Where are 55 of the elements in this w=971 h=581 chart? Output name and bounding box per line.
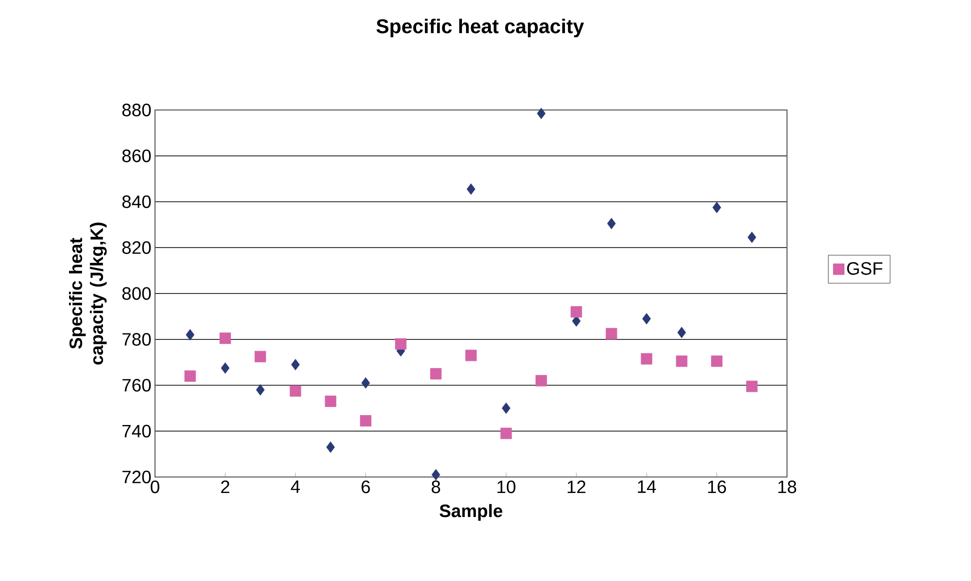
y-tick-label: 880 <box>122 104 151 116</box>
y-tick-label: 800 <box>122 287 151 300</box>
point <box>712 202 722 214</box>
point <box>536 374 547 386</box>
x-tick-label: 8 <box>432 480 440 494</box>
point <box>640 353 652 365</box>
point <box>607 218 616 230</box>
point <box>220 332 231 344</box>
point <box>536 108 546 120</box>
x-tick-label: 16 <box>708 480 726 494</box>
point <box>430 368 442 380</box>
x-tick-label: 2 <box>221 480 230 494</box>
x-tick-label: 0 <box>150 480 160 494</box>
x-tick-label: 10 <box>498 480 516 494</box>
point <box>606 328 618 340</box>
y-tick-label: 740 <box>122 424 151 438</box>
point <box>254 350 266 362</box>
y-tick-label: 720 <box>122 470 151 484</box>
point <box>465 350 477 362</box>
x-tick-label: 14 <box>638 480 656 493</box>
y-tick-label: 820 <box>122 241 151 254</box>
point <box>326 442 335 453</box>
point <box>361 377 370 389</box>
point <box>186 329 194 340</box>
point <box>500 428 512 440</box>
point <box>290 385 302 397</box>
point <box>360 415 372 426</box>
chart-title: Specific heat capacity <box>376 18 584 38</box>
point <box>220 362 230 374</box>
point <box>291 358 300 370</box>
y-axis-title: Specific heat capacity (J/kg,K) <box>69 222 107 365</box>
point <box>676 355 688 367</box>
legend-label: GSF <box>847 262 882 275</box>
point <box>711 355 722 367</box>
point <box>184 370 196 382</box>
point <box>256 384 265 396</box>
x-tick-label: 6 <box>362 480 370 494</box>
y-tick-label: 780 <box>122 333 151 346</box>
point <box>324 396 336 407</box>
point <box>748 232 756 243</box>
y-tick-label: 840 <box>122 195 151 208</box>
x-axis-title: Sample <box>440 504 502 521</box>
y-tick-label: 760 <box>122 378 151 392</box>
point <box>502 402 510 414</box>
x-tick-label: 18 <box>778 480 796 494</box>
point <box>466 183 476 195</box>
point <box>677 326 686 338</box>
x-tick-label: 4 <box>290 480 300 493</box>
y-tick-label: 860 <box>122 150 151 162</box>
point <box>570 306 582 318</box>
point <box>432 469 440 480</box>
point <box>746 380 758 392</box>
point <box>642 313 651 324</box>
x-tick-label: 12 <box>568 480 586 494</box>
point <box>395 338 406 350</box>
